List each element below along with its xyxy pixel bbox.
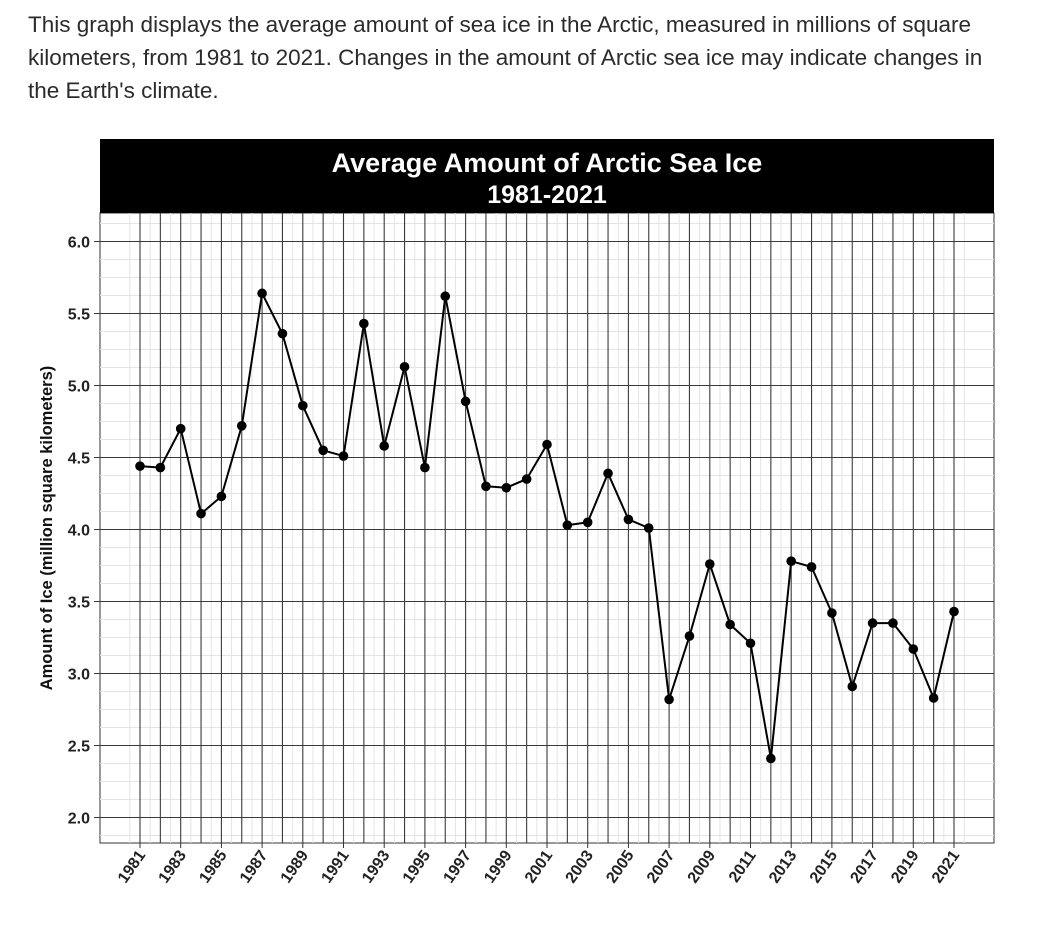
x-tick-label: 1991: [318, 847, 352, 886]
x-tick-label: 2001: [522, 847, 556, 886]
x-tick-label: 1981: [115, 847, 149, 886]
x-tick-label: 2011: [726, 847, 760, 885]
x-tick-label: 2013: [766, 847, 800, 886]
data-point: [705, 559, 715, 569]
data-point: [725, 619, 735, 630]
intro-paragraph: This graph displays the average amount o…: [28, 12, 983, 103]
data-point: [847, 681, 858, 692]
x-axis-ticks: 1981 1983 1985 1987 1989 1991 1993 1995 1997 1999…: [115, 843, 963, 886]
data-point: [888, 618, 898, 628]
data-point: [908, 644, 919, 654]
data-point: [460, 396, 471, 407]
x-tick-label: 1987: [237, 847, 271, 886]
y-tick-label: 4.5: [68, 451, 90, 468]
x-tick-label: 2009: [685, 847, 719, 886]
data-point: [196, 508, 206, 519]
title-banner: [100, 139, 994, 213]
y-tick-label: 2.0: [68, 811, 90, 828]
y-tick-label: 3.0: [68, 667, 90, 684]
data-point: [582, 517, 593, 528]
x-tick-label: 2007: [644, 847, 678, 886]
data-point: [399, 361, 410, 372]
data-point: [521, 474, 532, 484]
x-tick-label: 2003: [563, 847, 597, 886]
chart-subtitle: 1981-2021: [487, 181, 607, 209]
x-tick-label: 2015: [807, 847, 841, 886]
data-point: [155, 462, 166, 473]
data-point: [603, 468, 613, 479]
data-point: [786, 556, 796, 566]
data-point: [643, 523, 654, 533]
y-tick-label: 6.0: [68, 235, 90, 252]
data-point: [766, 753, 776, 764]
data-point: [827, 608, 837, 618]
data-point: [277, 328, 288, 339]
x-tick-label: 1999: [481, 847, 515, 886]
data-point: [623, 514, 634, 525]
data-point: [542, 439, 552, 450]
series-group: [135, 288, 959, 764]
x-tick-label: 1997: [441, 847, 475, 886]
data-point: [684, 631, 695, 641]
y-tick-label: 5.0: [68, 379, 90, 396]
data-point: [298, 400, 308, 411]
major-grid: [100, 213, 994, 843]
chart-title: Average Amount of Arctic Sea Ice: [332, 148, 763, 178]
x-tick-label: 1989: [278, 847, 312, 886]
data-point: [236, 421, 247, 431]
data-point: [949, 606, 959, 617]
x-tick-label: 2005: [603, 847, 637, 886]
x-tick-label: 1993: [359, 847, 393, 886]
x-tick-label: 2019: [888, 847, 922, 886]
data-point: [338, 451, 349, 461]
data-point: [216, 491, 227, 502]
y-axis-ticks: 2.0 2.5 3.0 3.5 4.0 4.5 5.0 5.5 6.0: [68, 235, 100, 828]
data-point: [257, 288, 267, 299]
data-point: [481, 481, 491, 492]
data-point: [420, 462, 430, 473]
y-tick-label: 3.5: [68, 595, 90, 612]
y-axis-label: Amount of Ice (million square kilometers…: [38, 366, 56, 691]
data-point: [175, 423, 186, 434]
data-point: [359, 318, 369, 329]
data-point: [562, 520, 573, 530]
data-point: [501, 482, 512, 493]
x-tick-label: 2021: [929, 847, 963, 886]
y-tick-label: 4.0: [68, 523, 90, 540]
y-tick-label: 2.5: [68, 739, 90, 756]
data-point: [745, 638, 756, 649]
y-tick-label: 5.5: [68, 307, 90, 324]
data-point: [867, 618, 878, 628]
x-tick-label: 1995: [400, 847, 434, 886]
data-point: [806, 562, 817, 572]
x-tick-label: 2017: [848, 847, 882, 886]
x-tick-label: 1983: [156, 847, 190, 886]
data-point: [135, 461, 145, 471]
data-point: [318, 445, 328, 456]
data-point: [928, 693, 939, 703]
data-point: [379, 441, 390, 451]
x-tick-label: 1985: [196, 847, 230, 886]
data-point: [440, 291, 451, 302]
data-point: [664, 694, 674, 705]
